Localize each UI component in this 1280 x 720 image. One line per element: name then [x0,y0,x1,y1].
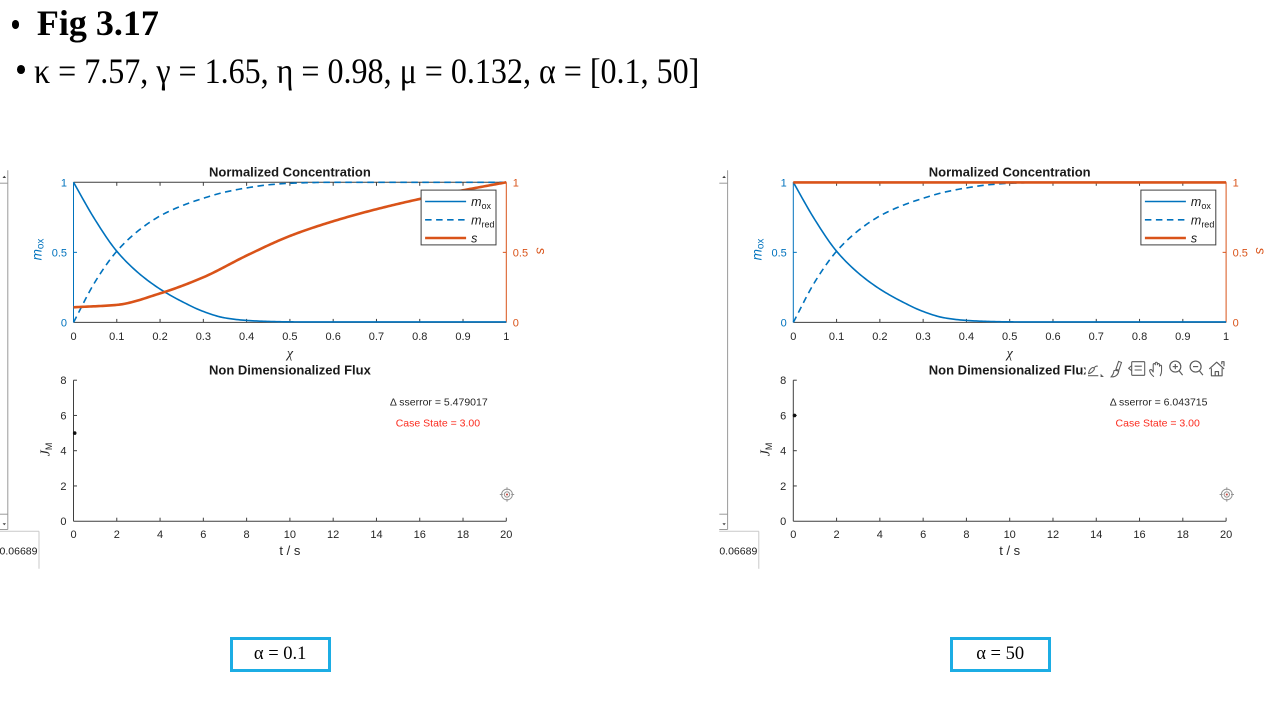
svg-text:0: 0 [61,317,67,329]
svg-text:18: 18 [457,529,469,541]
svg-text:1: 1 [503,331,509,343]
svg-text:1: 1 [1233,177,1239,189]
svg-text:2: 2 [780,481,786,493]
svg-text:0: 0 [60,516,66,528]
svg-text:mred: mred [471,213,494,229]
svg-text:0.5: 0.5 [513,247,528,259]
svg-text:14: 14 [370,529,382,541]
svg-text:t / s: t / s [999,543,1020,558]
svg-text:0.1: 0.1 [109,331,124,343]
svg-text:JM: JM [758,443,774,457]
svg-text:0.2: 0.2 [872,331,887,343]
svg-text:10: 10 [284,529,296,541]
svg-text:0.06689: 0.06689 [0,546,38,558]
svg-text:4: 4 [780,446,786,458]
svg-text:mox: mox [1191,195,1211,211]
svg-text:mox: mox [30,239,47,261]
svg-text:16: 16 [414,529,426,541]
svg-text:0: 0 [780,516,786,528]
svg-text:6: 6 [200,529,206,541]
svg-text:0.06689: 0.06689 [719,546,757,558]
svg-text:1: 1 [1223,331,1229,343]
svg-text:8: 8 [963,529,969,541]
svg-text:1: 1 [781,177,787,189]
svg-text:Normalized Concentration: Normalized Concentration [209,165,371,180]
svg-text:14: 14 [1090,529,1102,541]
svg-text:20: 20 [1220,529,1232,541]
svg-text:6: 6 [920,529,926,541]
svg-text:0.7: 0.7 [1089,331,1104,343]
svg-text:4: 4 [157,529,163,541]
svg-text:0.3: 0.3 [915,331,930,343]
svg-text:0.9: 0.9 [1175,331,1190,343]
svg-text:mred: mred [1191,213,1214,229]
svg-text:0.8: 0.8 [1132,331,1147,343]
svg-text:0.6: 0.6 [326,331,341,343]
svg-text:0.5: 0.5 [772,247,787,259]
svg-text:2: 2 [60,481,66,493]
svg-text:0: 0 [70,331,76,343]
svg-text:Non Dimensionalized Flux: Non Dimensionalized Flux [209,363,372,378]
svg-text:0: 0 [790,331,796,343]
svg-text:16: 16 [1133,529,1145,541]
svg-text:20: 20 [500,529,512,541]
svg-text:Case State = 3.00: Case State = 3.00 [1116,417,1201,429]
svg-text:0: 0 [1233,317,1239,329]
svg-text:mox: mox [749,239,766,261]
svg-text:0.7: 0.7 [369,331,384,343]
svg-text:1: 1 [513,177,519,189]
svg-text:s: s [471,232,477,246]
svg-text:0.5: 0.5 [282,331,297,343]
svg-text:0.4: 0.4 [239,331,254,343]
svg-text:0: 0 [790,529,796,541]
svg-text:s: s [533,248,548,255]
svg-text:8: 8 [60,375,66,387]
svg-text:s: s [1191,232,1197,246]
svg-text:χ: χ [285,347,294,362]
svg-text:Δ sserror = 6.043715: Δ sserror = 6.043715 [1110,397,1208,409]
svg-text:t / s: t / s [279,543,300,558]
svg-text:0.5: 0.5 [52,247,67,259]
svg-text:Non Dimensionalized Flux: Non Dimensionalized Flux [929,363,1092,378]
svg-text:8: 8 [244,529,250,541]
svg-text:8: 8 [780,375,786,387]
svg-text:1: 1 [61,177,67,189]
svg-text:6: 6 [780,410,786,422]
svg-text:0.3: 0.3 [196,331,211,343]
svg-text:0.4: 0.4 [959,331,974,343]
svg-text:12: 12 [1047,529,1059,541]
svg-text:0.2: 0.2 [152,331,167,343]
svg-text:12: 12 [327,529,339,541]
svg-text:0.1: 0.1 [829,331,844,343]
svg-text:0: 0 [781,317,787,329]
svg-text:2: 2 [114,529,120,541]
svg-text:JM: JM [39,443,55,457]
svg-text:0: 0 [513,317,519,329]
svg-text:10: 10 [1004,529,1016,541]
svg-text:Normalized Concentration: Normalized Concentration [929,165,1091,180]
svg-text:6: 6 [60,410,66,422]
svg-text:mox: mox [471,195,491,211]
svg-text:Δ sserror = 5.479017: Δ sserror = 5.479017 [390,397,488,409]
svg-text:18: 18 [1177,529,1189,541]
svg-text:2: 2 [834,529,840,541]
svg-text:0.6: 0.6 [1045,331,1060,343]
svg-text:s: s [1253,248,1268,255]
svg-text:0: 0 [70,529,76,541]
svg-text:0.8: 0.8 [412,331,427,343]
svg-text:Case State = 3.00: Case State = 3.00 [396,417,481,429]
svg-text:0.5: 0.5 [1233,247,1248,259]
svg-text:4: 4 [877,529,883,541]
svg-text:4: 4 [60,446,66,458]
svg-text:0.5: 0.5 [1002,331,1017,343]
svg-text:χ: χ [1005,347,1014,362]
svg-text:0.9: 0.9 [455,331,470,343]
